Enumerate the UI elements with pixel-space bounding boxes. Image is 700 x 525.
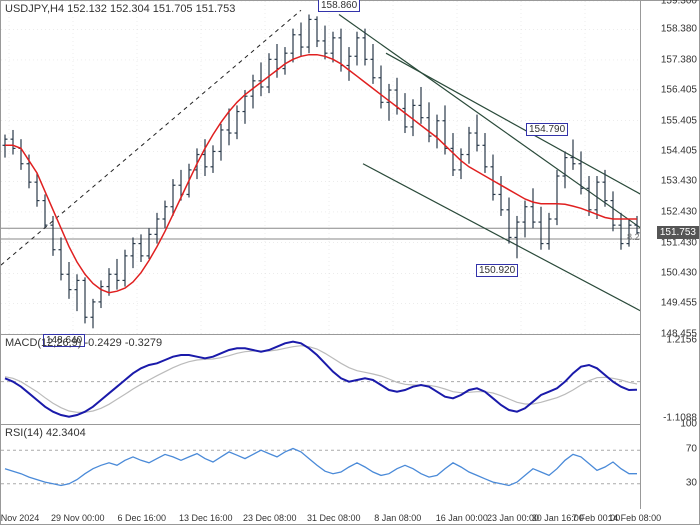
rsi-title: RSI(14) 42.3404 xyxy=(5,427,86,439)
price-ytick: 159.300 xyxy=(661,0,697,7)
xaxis-tick: 13 Dec 16:00 xyxy=(179,513,233,523)
rsi-ytick: 70 xyxy=(686,444,697,455)
rsi-ytick: 100 xyxy=(680,419,697,430)
macd-title: MACD(12,26,9) -0.2429 -0.3279 xyxy=(5,337,162,349)
price-ytick: 150.430 xyxy=(661,268,697,279)
price-ytick: 153.430 xyxy=(661,176,697,187)
chart-container: USDJPY,H4 152.132 152.304 151.705 151.75… xyxy=(0,0,700,525)
overlay-text: 8.2 xyxy=(627,232,640,242)
price-ytick: 151.430 xyxy=(661,237,697,248)
xaxis-tick: 23 Dec 08:00 xyxy=(243,513,297,523)
xaxis-tick: 21 Nov 2024 xyxy=(0,513,39,523)
xaxis-tick: 29 Nov 00:00 xyxy=(51,513,105,523)
price-panel[interactable]: USDJPY,H4 152.132 152.304 151.705 151.75… xyxy=(1,1,641,334)
rsi-panel[interactable]: RSI(14) 42.3404 xyxy=(1,424,641,508)
price-ytick: 157.380 xyxy=(661,54,697,65)
rsi-chart-svg xyxy=(1,425,641,509)
price-ytick: 152.430 xyxy=(661,206,697,217)
price-ytick: 158.380 xyxy=(661,24,697,35)
xaxis-tick: 31 Dec 08:00 xyxy=(307,513,361,523)
xaxis-tick: 6 Dec 16:00 xyxy=(118,513,167,523)
price-ytick: 149.455 xyxy=(661,298,697,309)
xaxis-tick: 14 Feb 08:00 xyxy=(608,513,661,523)
macd-ytick: 1.2156 xyxy=(666,335,697,346)
current-price-tag: 151.753 xyxy=(657,226,699,239)
rsi-ytick: 30 xyxy=(686,477,697,488)
price-ytick: 155.405 xyxy=(661,115,697,126)
xaxis-tick: 8 Jan 08:00 xyxy=(374,513,421,523)
price-label: 154.790 xyxy=(526,123,568,136)
price-ytick: 154.405 xyxy=(661,146,697,157)
macd-panel[interactable]: MACD(12,26,9) -0.2429 -0.3279 xyxy=(1,334,641,424)
xaxis-tick: 16 Jan 00:00 xyxy=(436,513,488,523)
price-ytick: 156.405 xyxy=(661,84,697,95)
price-title: USDJPY,H4 152.132 152.304 151.705 151.75… xyxy=(5,3,235,15)
price-chart-svg xyxy=(1,1,641,334)
price-label: 158.860 xyxy=(318,0,360,12)
price-label: 150.920 xyxy=(476,264,518,277)
